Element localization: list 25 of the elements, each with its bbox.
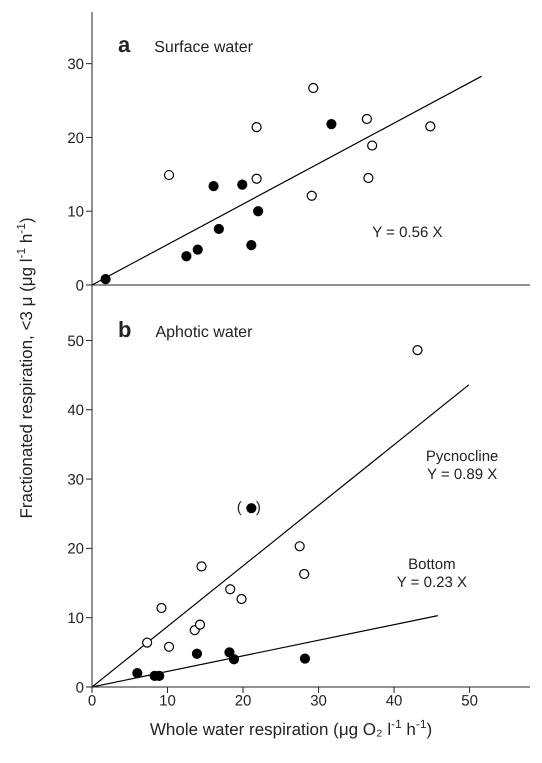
text: Surface water [154,39,253,56]
x-tick-label: 40 [386,692,402,710]
x-axis-title: Whole water respiration (μg O₂ l$^{-1}$ h$^{-1}$) [150,717,432,739]
y-tick-label: 20 [67,130,84,147]
annotation: Pycnocline Y = 0.89 X [426,448,498,484]
text: Aphotic water [155,324,252,341]
y-tick-label: 30 [67,56,84,73]
annotation: Bottom Y = 0.23 X [396,556,467,592]
text: b [118,317,132,342]
x-tick-label: 0 [88,692,96,710]
y-tick-label: 30 [67,471,84,488]
y-tick-label: 40 [67,402,84,420]
y-tick-label: 0 [76,277,84,294]
annotation: ( ) [236,499,266,516]
x-tick-label: 20 [234,692,252,710]
x-tick-label: 10 [159,692,176,710]
text: a [118,32,130,57]
y-tick-label: 10 [67,610,84,628]
x-tick-label: 30 [310,692,327,710]
y-tick-label: 10 [67,204,84,221]
y-tick-label: 50 [67,332,84,350]
annotation: Y = 0.56 X [372,224,442,242]
y-tick-label: 20 [67,540,84,558]
x-tick-label: 50 [461,692,478,710]
y-tick-label: 0 [76,679,84,696]
